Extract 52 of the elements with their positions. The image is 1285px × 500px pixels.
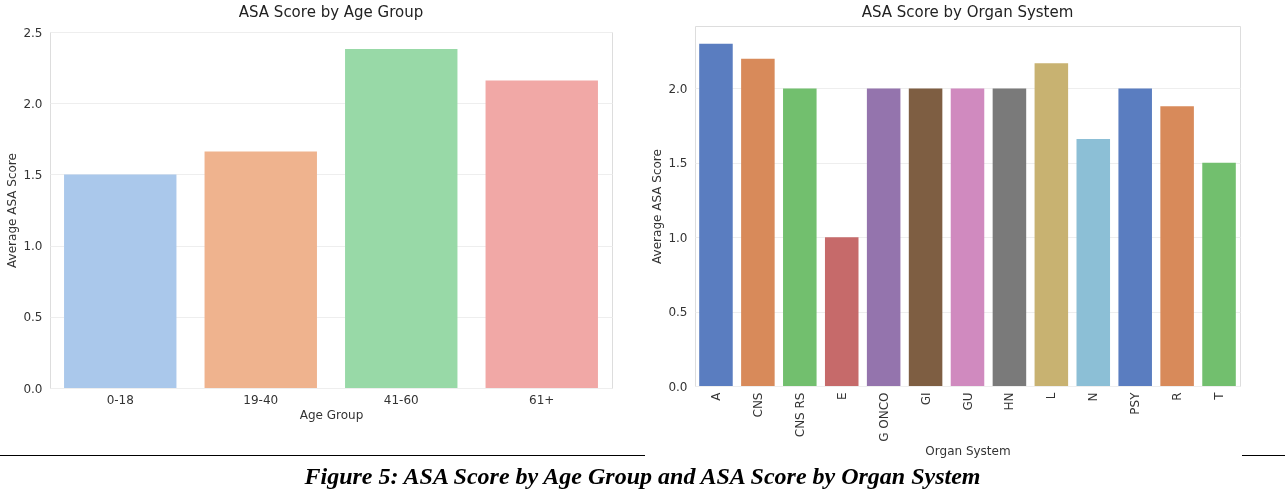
x-tick-label: L — [1044, 392, 1059, 400]
y-tick-label: 0.0 — [668, 379, 688, 394]
y-tick-label: 0.0 — [23, 381, 43, 396]
x-axis-title: Organ System — [925, 443, 1011, 458]
bar — [950, 88, 985, 386]
bar — [741, 58, 775, 386]
x-tick-label: GU — [960, 392, 975, 411]
x-tick-label: HN — [1002, 392, 1017, 411]
x-tick-label: GI — [918, 392, 933, 406]
x-tick-label: E — [834, 392, 849, 401]
y-axis-title: Average ASA Score — [650, 149, 665, 264]
y-tick-label: 1.0 — [668, 230, 688, 245]
bar — [1160, 106, 1194, 386]
y-tick-label: 2.0 — [23, 96, 43, 111]
y-tick-label: 1.0 — [23, 239, 43, 254]
x-tick-label: 0-18 — [106, 392, 134, 407]
bar — [992, 88, 1027, 386]
y-tick-label: 2.0 — [668, 81, 688, 96]
bar — [783, 88, 817, 386]
bar — [699, 43, 733, 386]
chart-title: ASA Score by Organ System — [861, 3, 1074, 21]
x-tick-label: G ONCO — [876, 392, 891, 442]
x-tick-label: CNS — [750, 392, 765, 418]
y-tick-label: 0.5 — [23, 310, 43, 325]
x-tick-label: R — [1170, 392, 1185, 401]
x-tick-label: A — [708, 391, 723, 401]
bar — [1118, 88, 1152, 386]
x-tick-label: 61+ — [529, 392, 555, 407]
x-tick-label: PSY — [1128, 391, 1143, 415]
y-tick-label: 0.5 — [668, 305, 688, 320]
caption: Figure 5: ASA Score by Age Group and ASA Score by Organ System — [304, 463, 981, 489]
bar — [64, 174, 177, 388]
bar — [485, 80, 598, 388]
bar — [824, 237, 859, 386]
x-tick-label: N — [1086, 392, 1101, 402]
bar — [1076, 139, 1111, 386]
chart-title: ASA Score by Age Group — [238, 3, 424, 21]
x-tick-label: T — [1212, 391, 1227, 401]
bar — [345, 49, 458, 388]
x-axis-title: Age Group — [299, 407, 364, 422]
x-tick-label: 41-60 — [383, 392, 419, 407]
bar — [204, 151, 317, 388]
bar — [1202, 162, 1236, 386]
bar — [866, 88, 901, 386]
y-tick-label: 2.5 — [23, 25, 43, 40]
bar — [1034, 63, 1069, 386]
x-tick-label: CNS RS — [792, 392, 807, 438]
x-tick-label: 19-40 — [243, 392, 279, 407]
y-tick-label: 1.5 — [23, 167, 43, 182]
bar — [908, 88, 943, 386]
y-axis-title: Average ASA Score — [5, 153, 20, 268]
y-tick-label: 1.5 — [668, 156, 688, 171]
